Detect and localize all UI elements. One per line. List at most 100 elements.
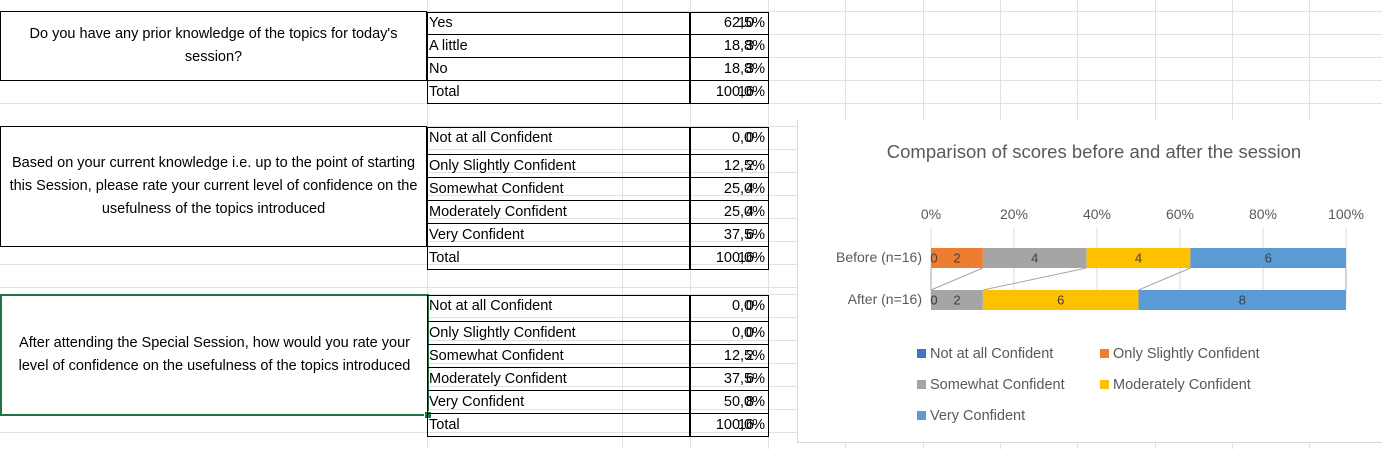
table-label-cell[interactable]: Somewhat Confident — [429, 181, 564, 197]
table-label-cell[interactable]: Moderately Confident — [429, 371, 567, 387]
table-row-divider — [427, 177, 768, 178]
legend-item: Somewhat Confident — [917, 377, 1065, 393]
table-count-cell[interactable]: 2 — [745, 348, 754, 364]
series-connector-line — [930, 267, 984, 291]
table-row-divider — [427, 246, 768, 247]
table-percent-cell[interactable]: 100,0% — [715, 417, 765, 433]
table-border — [427, 127, 768, 128]
fill-handle[interactable] — [424, 411, 432, 419]
table-percent-cell[interactable]: 12,5% — [723, 348, 765, 364]
table-percent-cell[interactable]: 0,0% — [731, 130, 765, 146]
question-2-text: Based on your current knowledge i.e. up … — [9, 155, 418, 217]
table-label-cell[interactable]: A little — [429, 38, 468, 54]
data-label: 6 — [1264, 250, 1272, 266]
bar-segment[interactable] — [931, 290, 983, 310]
table-count-cell[interactable]: 10 — [737, 15, 754, 31]
table-label-cell[interactable]: Very Confident — [429, 227, 525, 243]
table-row-divider — [427, 367, 768, 368]
chart-title: Comparison of scores before and after th… — [886, 141, 1302, 162]
question-1-cell[interactable]: Do you have any prior knowledge of the t… — [0, 11, 427, 81]
chart[interactable]: Comparison of scores before and after th… — [797, 120, 1382, 443]
table-percent-cell[interactable]: 12,5% — [723, 158, 765, 174]
data-label: 0 — [930, 292, 938, 308]
table-count-cell[interactable]: 8 — [745, 394, 754, 410]
table-count-cell[interactable]: 16 — [737, 250, 754, 266]
table-count-cell[interactable]: 6 — [745, 371, 754, 387]
table-count-cell[interactable]: 2 — [745, 158, 754, 174]
table-percent-cell[interactable]: 37,5% — [723, 227, 765, 243]
table-percent-cell[interactable]: 50,0% — [723, 394, 765, 410]
table-percent-cell[interactable]: 0,0% — [731, 325, 765, 341]
table-column-divider — [689, 12, 690, 104]
table-label-cell[interactable]: Somewhat Confident — [429, 348, 564, 364]
question-2-cell[interactable]: Based on your current knowledge i.e. up … — [0, 126, 427, 247]
table-label-cell[interactable]: Total — [429, 417, 460, 433]
table-label-cell[interactable]: Very Confident — [429, 394, 525, 410]
table-count-cell[interactable]: 4 — [745, 181, 754, 197]
table-count-cell[interactable]: 0 — [745, 325, 754, 341]
table-count-cell[interactable]: 0 — [745, 298, 754, 314]
bar-segment[interactable] — [931, 248, 983, 268]
table-percent-cell[interactable]: 62,5% — [723, 15, 765, 31]
table-percent-cell[interactable]: 25,0% — [723, 204, 765, 220]
x-tick-label: 0% — [920, 206, 942, 222]
bar-segment[interactable] — [1138, 290, 1347, 310]
table-percent-cell[interactable]: 0,0% — [731, 298, 765, 314]
table-label-cell[interactable]: Total — [429, 84, 460, 100]
legend-item: Not at all Confident — [917, 346, 1053, 362]
question-3-cell-selected[interactable]: After attending the Special Session, how… — [0, 294, 429, 416]
data-label: 2 — [953, 292, 961, 308]
table-count-cell[interactable]: 16 — [737, 417, 754, 433]
table-label-cell[interactable]: Not at all Confident — [429, 130, 553, 146]
table-column-divider — [689, 295, 690, 437]
table-column-divider — [689, 127, 690, 270]
table-percent-cell[interactable]: 18,8% — [723, 38, 765, 54]
series-connector-line — [982, 267, 1087, 291]
table-label-cell[interactable]: Only Slightly Confident — [429, 158, 576, 174]
table-count-cell[interactable]: 0 — [745, 130, 754, 146]
table-column-divider — [690, 127, 691, 270]
table-column-divider — [427, 127, 428, 270]
table-percent-cell[interactable]: 18,8% — [723, 61, 765, 77]
table-count-cell[interactable]: 3 — [745, 61, 754, 77]
table-label-cell[interactable]: Not at all Confident — [429, 298, 553, 314]
bar-segment[interactable] — [982, 290, 1139, 310]
table-row-divider — [427, 34, 768, 35]
table-row-divider — [427, 80, 768, 81]
table-column-divider — [690, 295, 691, 437]
table-row-divider — [427, 390, 768, 391]
legend-item: Moderately Confident — [1100, 377, 1251, 393]
table-label-cell[interactable]: No — [429, 61, 448, 77]
legend-label: Somewhat Confident — [930, 377, 1065, 393]
series-connector-line — [1138, 267, 1191, 291]
category-label: Before (n=16) — [836, 249, 922, 265]
x-tick-label: 100% — [1328, 206, 1364, 222]
table-count-cell[interactable]: 4 — [745, 204, 754, 220]
question-1-text: Do you have any prior knowledge of the t… — [29, 26, 398, 65]
legend-label: Very Confident — [930, 408, 1026, 424]
question-3-text: After attending the Special Session, how… — [18, 335, 411, 374]
table-row-divider — [427, 344, 768, 345]
data-label: 4 — [1134, 250, 1143, 266]
table-border — [427, 269, 768, 270]
table-label-cell[interactable]: Total — [429, 250, 460, 266]
table-percent-cell[interactable]: 100,0% — [715, 250, 765, 266]
table-percent-cell[interactable]: 25,0% — [723, 181, 765, 197]
chart-plot — [930, 228, 1347, 310]
legend-swatch — [917, 411, 926, 420]
table-percent-cell[interactable]: 37,5% — [723, 371, 765, 387]
bar-segment[interactable] — [982, 248, 1087, 268]
table-count-cell[interactable]: 6 — [745, 227, 754, 243]
data-label: 4 — [1031, 250, 1039, 266]
table-label-cell[interactable]: Yes — [429, 15, 453, 31]
legend-swatch — [917, 380, 926, 389]
table-count-cell[interactable]: 16 — [737, 84, 754, 100]
table-row-divider — [427, 154, 768, 155]
bar-segment[interactable] — [1190, 248, 1346, 268]
table-label-cell[interactable]: Only Slightly Confident — [429, 325, 576, 341]
bar-segment[interactable] — [1086, 248, 1191, 268]
table-label-cell[interactable]: Moderately Confident — [429, 204, 567, 220]
table-count-cell[interactable]: 3 — [745, 38, 754, 54]
legend-swatch — [1100, 380, 1109, 389]
table-percent-cell[interactable]: 100,0% — [715, 84, 765, 100]
